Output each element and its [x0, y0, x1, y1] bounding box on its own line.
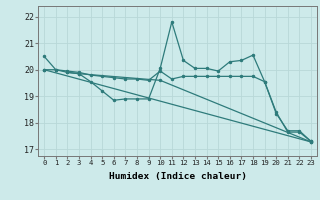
X-axis label: Humidex (Indice chaleur): Humidex (Indice chaleur)	[108, 172, 247, 181]
